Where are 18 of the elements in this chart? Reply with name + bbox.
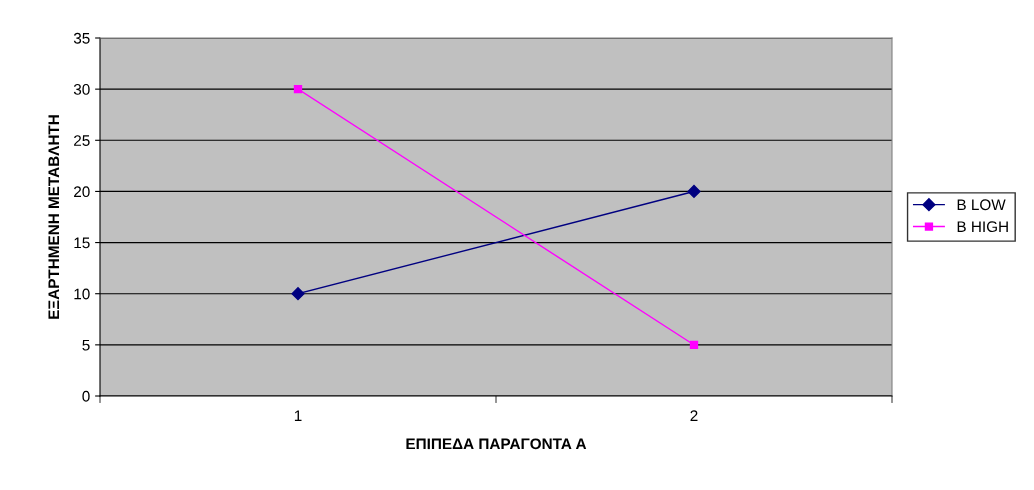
y-tick-label: 5 — [82, 339, 90, 351]
point — [293, 84, 303, 94]
point — [687, 184, 701, 199]
y-tick-label: 25 — [74, 135, 90, 146]
x-tick-label: 2 — [690, 410, 698, 421]
y-tick-label: 30 — [73, 84, 90, 95]
x-tick-label: 1 — [294, 410, 302, 421]
y-tick-label: 10 — [74, 288, 90, 300]
y-tick-label: 15 — [74, 237, 90, 249]
y-tick-label: 20 — [74, 186, 90, 198]
y-axis-title: ΕΞΑΡΤΗΜΕΝΗ ΜΕΤΑΒΛΗΤΗ — [48, 115, 59, 319]
legend-label: B LOW — [957, 199, 1006, 211]
y-tick-label: 0 — [82, 390, 90, 402]
point — [689, 340, 699, 350]
point — [291, 287, 305, 301]
y-tick-label: 35 — [73, 32, 90, 44]
x-axis-title: ΕΠΙΠΕΔΑ ΠΑΡΑΓΟΝΤΑ Α — [406, 438, 587, 450]
legend-label: B HIGH — [957, 221, 1008, 233]
